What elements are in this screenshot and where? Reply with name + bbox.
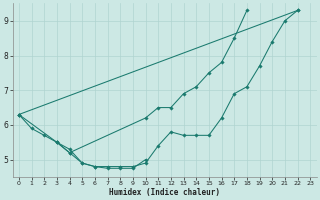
X-axis label: Humidex (Indice chaleur): Humidex (Indice chaleur) xyxy=(109,188,220,197)
